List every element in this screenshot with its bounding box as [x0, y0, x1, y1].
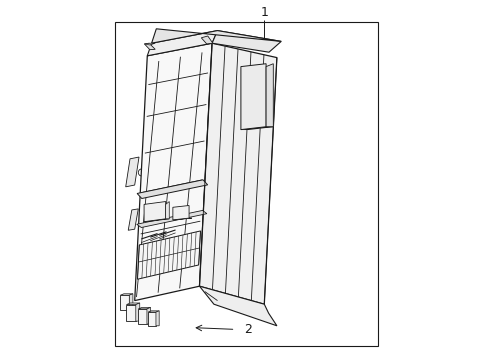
Polygon shape: [144, 43, 155, 50]
Polygon shape: [265, 64, 273, 127]
Polygon shape: [212, 31, 281, 52]
Polygon shape: [144, 202, 165, 222]
Polygon shape: [134, 43, 212, 301]
Polygon shape: [144, 43, 155, 45]
Polygon shape: [199, 286, 276, 326]
Polygon shape: [128, 209, 138, 230]
Polygon shape: [129, 294, 133, 310]
Polygon shape: [137, 231, 200, 279]
Polygon shape: [136, 303, 140, 321]
Polygon shape: [126, 303, 140, 305]
Polygon shape: [126, 305, 136, 321]
Circle shape: [174, 36, 179, 40]
Polygon shape: [165, 202, 169, 219]
Polygon shape: [120, 295, 129, 310]
Polygon shape: [138, 309, 146, 324]
Polygon shape: [125, 157, 139, 187]
Polygon shape: [144, 219, 169, 222]
Polygon shape: [147, 31, 217, 56]
Text: 2: 2: [244, 323, 252, 336]
Polygon shape: [151, 29, 281, 43]
Bar: [115, 22, 377, 346]
Polygon shape: [173, 218, 192, 220]
Polygon shape: [120, 294, 133, 295]
Polygon shape: [241, 127, 273, 130]
Polygon shape: [137, 211, 206, 228]
Polygon shape: [201, 36, 212, 44]
Polygon shape: [148, 311, 159, 312]
Polygon shape: [199, 43, 276, 304]
Polygon shape: [138, 307, 150, 309]
Polygon shape: [241, 64, 265, 130]
Polygon shape: [146, 307, 150, 324]
Polygon shape: [173, 206, 189, 220]
Polygon shape: [148, 312, 156, 326]
Polygon shape: [137, 180, 207, 198]
Text: 1: 1: [260, 6, 268, 19]
Polygon shape: [156, 311, 159, 326]
